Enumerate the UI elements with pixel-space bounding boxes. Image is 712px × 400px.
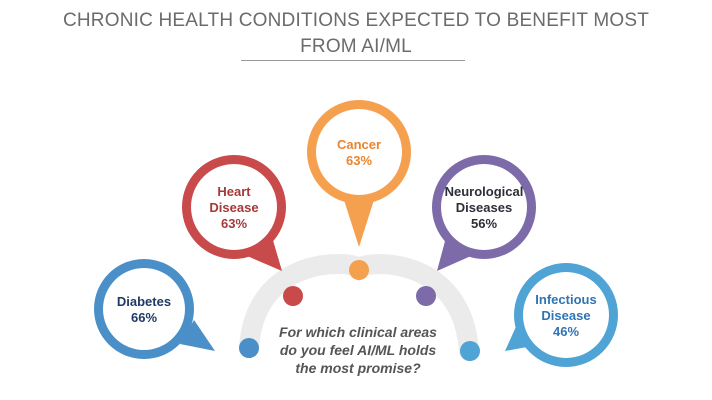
bubble-label: Diabetes bbox=[117, 294, 171, 309]
bubble-label: Disease bbox=[209, 200, 258, 215]
bubble-percent: 46% bbox=[553, 324, 579, 339]
bubble-percent: 66% bbox=[131, 310, 157, 325]
bubble-pointer bbox=[247, 230, 282, 271]
arc-dots bbox=[239, 260, 480, 361]
bubble-pointer bbox=[180, 320, 215, 351]
question-line-1: For which clinical areas bbox=[279, 324, 437, 340]
bubble-center bbox=[316, 109, 402, 195]
bubble-pointer bbox=[344, 200, 374, 247]
bubble-percent: 63% bbox=[221, 216, 247, 231]
arc-dot-diabetes bbox=[239, 338, 259, 358]
arc-dot-cancer bbox=[349, 260, 369, 280]
bubble-label: Disease bbox=[541, 308, 590, 323]
page-title: CHRONIC HEALTH CONDITIONS EXPECTED TO BE… bbox=[56, 8, 656, 60]
arc-dot-neurological-diseases bbox=[416, 286, 436, 306]
arc-dot-heart-disease bbox=[283, 286, 303, 306]
bubble-label: Infectious bbox=[535, 292, 596, 307]
condition-bubbles: Diabetes66%HeartDisease63%Cancer63%Neuro… bbox=[94, 100, 618, 367]
question-line-2: do you feel AI/ML holds bbox=[280, 342, 437, 358]
bubble-percent: 63% bbox=[346, 153, 372, 168]
bubble-label: Cancer bbox=[337, 137, 381, 152]
title-line-1: CHRONIC HEALTH CONDITIONS EXPECTED TO BE… bbox=[62, 10, 650, 31]
title-line-2: FROM AI/ML bbox=[300, 36, 412, 57]
bubble-center bbox=[441, 164, 527, 250]
bubble-center bbox=[523, 272, 609, 358]
title-underline bbox=[241, 60, 465, 61]
arc-dot-infectious-disease bbox=[460, 341, 480, 361]
bubble-label: Heart bbox=[217, 184, 251, 199]
bubble-center bbox=[103, 268, 185, 350]
bubble-percent: 56% bbox=[471, 216, 497, 231]
question-line-3: the most promise? bbox=[295, 360, 421, 376]
bubble-label: Diseases bbox=[456, 200, 512, 215]
bubble-label: Neurological bbox=[445, 184, 524, 199]
bubble-center bbox=[191, 164, 277, 250]
